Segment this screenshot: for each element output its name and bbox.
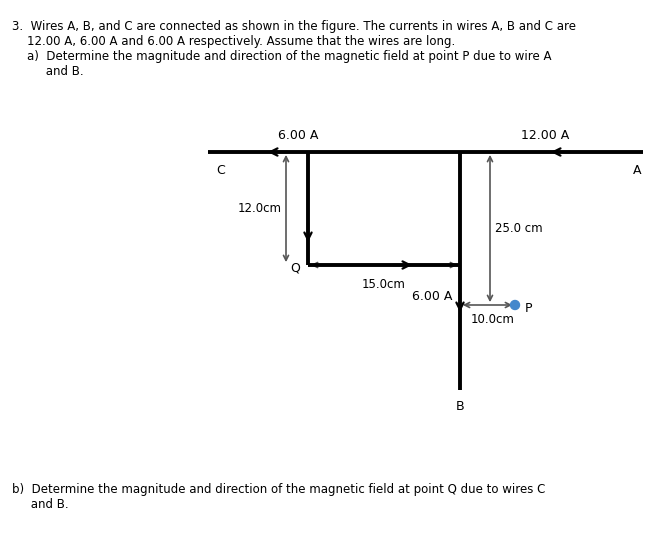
Text: 15.0cm: 15.0cm: [362, 278, 406, 291]
Text: 3.  Wires A, B, and C are connected as shown in the figure. The currents in wire: 3. Wires A, B, and C are connected as sh…: [12, 20, 576, 33]
Text: B: B: [456, 400, 464, 413]
Text: and B.: and B.: [12, 498, 68, 511]
Text: A: A: [633, 164, 641, 177]
Text: 25.0 cm: 25.0 cm: [495, 222, 543, 235]
Text: 12.00 A, 6.00 A and 6.00 A respectively. Assume that the wires are long.: 12.00 A, 6.00 A and 6.00 A respectively.…: [12, 35, 455, 48]
Text: Q: Q: [290, 262, 300, 274]
Text: 12.0cm: 12.0cm: [238, 202, 282, 215]
Text: and B.: and B.: [12, 65, 83, 78]
Text: 10.0cm: 10.0cm: [470, 313, 514, 326]
Text: 12.00 A: 12.00 A: [521, 129, 569, 142]
Circle shape: [510, 301, 520, 310]
Text: a)  Determine the magnitude and direction of the magnetic field at point P due t: a) Determine the magnitude and direction…: [12, 50, 551, 63]
Text: P: P: [525, 302, 533, 315]
Text: 6.00 A: 6.00 A: [412, 291, 452, 303]
Text: C: C: [216, 164, 225, 177]
Text: b)  Determine the magnitude and direction of the magnetic field at point Q due t: b) Determine the magnitude and direction…: [12, 483, 545, 496]
Text: 6.00 A: 6.00 A: [278, 129, 318, 142]
